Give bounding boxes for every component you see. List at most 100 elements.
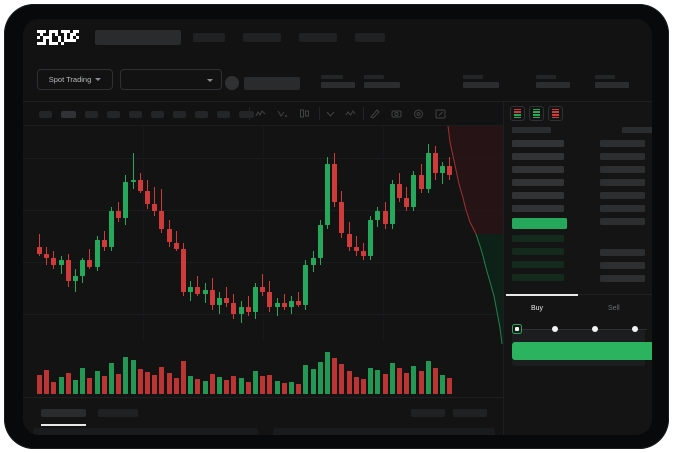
volume-bar xyxy=(37,374,42,394)
bottom-action-1[interactable] xyxy=(411,409,445,417)
bottom-action-2[interactable] xyxy=(453,409,487,417)
candle xyxy=(130,126,136,341)
orderbook-ask-row[interactable] xyxy=(512,166,564,173)
candle xyxy=(181,126,186,341)
volume-bar xyxy=(166,372,172,394)
orderbook-ask-row[interactable] xyxy=(512,153,564,160)
candle xyxy=(65,126,71,341)
nav-item-2[interactable] xyxy=(243,33,281,42)
coin-avatar xyxy=(225,76,239,90)
trading-pair-select[interactable] xyxy=(120,69,222,90)
volume-bar xyxy=(109,363,114,394)
search-input[interactable] xyxy=(95,30,181,45)
template-icon[interactable] xyxy=(299,108,310,119)
price-chart[interactable] xyxy=(23,126,503,397)
stepper-dot-4[interactable] xyxy=(632,326,638,332)
nav-item-1[interactable] xyxy=(193,33,225,42)
candle xyxy=(224,126,230,341)
compare-icon[interactable] xyxy=(277,108,288,119)
camera-icon[interactable] xyxy=(391,108,402,119)
nav-item-3[interactable] xyxy=(299,33,337,42)
orderbook-ask-amount xyxy=(600,152,645,160)
chart-type-icon[interactable] xyxy=(325,108,336,119)
bottom-tab-open-orders[interactable] xyxy=(41,409,86,417)
timeframe-4[interactable] xyxy=(107,111,120,118)
bottom-tab-order-history[interactable] xyxy=(98,409,138,417)
bottom-field-2[interactable] xyxy=(273,428,495,435)
volume-bar xyxy=(159,366,165,394)
timeframe-10[interactable] xyxy=(239,111,254,118)
timeframe-9[interactable] xyxy=(217,111,230,118)
volume-bar xyxy=(389,363,395,394)
timeframe-3[interactable] xyxy=(85,111,98,118)
orderbook-bid-row[interactable] xyxy=(512,235,564,242)
candle xyxy=(238,126,244,341)
candle xyxy=(159,126,165,341)
timeframe-5[interactable] xyxy=(129,111,142,118)
candle xyxy=(173,126,179,341)
volume-bar xyxy=(94,371,100,394)
candle xyxy=(433,126,438,341)
orderbook-mode-both[interactable] xyxy=(510,106,525,121)
candle xyxy=(137,126,143,341)
candle xyxy=(303,126,309,341)
tab-sell[interactable]: Sell xyxy=(608,305,620,312)
line-chart-icon[interactable] xyxy=(345,108,356,119)
candle xyxy=(145,126,150,341)
orderbook-ask-row[interactable] xyxy=(512,140,564,147)
timeframe-8[interactable] xyxy=(195,111,208,118)
stat-label xyxy=(364,75,384,79)
volume-bar xyxy=(44,370,50,394)
timeframe-6[interactable] xyxy=(151,111,164,118)
candle xyxy=(101,126,107,341)
orderbook-ask-row[interactable] xyxy=(512,179,564,186)
timeframe-7[interactable] xyxy=(173,111,186,118)
stepper-dot-3[interactable] xyxy=(592,326,598,332)
settings-icon[interactable] xyxy=(413,108,424,119)
toolbar-separator xyxy=(249,107,250,120)
order-price-field[interactable] xyxy=(512,330,645,344)
okx-logo-icon[interactable] xyxy=(37,30,79,45)
orderbook-mode-asks[interactable] xyxy=(548,106,563,121)
volume-bar xyxy=(209,373,215,394)
volume-bar xyxy=(418,371,424,394)
timeframe-2[interactable] xyxy=(61,111,76,118)
volume-bar xyxy=(353,377,359,394)
tab-buy[interactable]: Buy xyxy=(531,305,544,312)
orderbook-bid-row[interactable] xyxy=(512,248,564,255)
stat-value xyxy=(595,82,629,88)
candle xyxy=(447,126,453,341)
candle xyxy=(209,126,215,341)
stepper-dot-2[interactable] xyxy=(552,326,558,332)
candle xyxy=(296,126,302,341)
volume-bar xyxy=(152,374,158,394)
nav-item-4[interactable] xyxy=(355,33,385,42)
orderbook-ask-row[interactable] xyxy=(512,192,564,199)
stat-value xyxy=(536,82,570,88)
orderbook-ask-row[interactable] xyxy=(512,205,564,212)
candle xyxy=(116,126,122,341)
orderbook-selected-row[interactable] xyxy=(512,218,567,229)
place-order-button[interactable] xyxy=(512,342,652,360)
timeframe-1[interactable] xyxy=(39,111,52,118)
indicator-icon[interactable] xyxy=(255,108,266,119)
orderbook-bid-row[interactable] xyxy=(512,274,564,281)
candle xyxy=(267,126,273,341)
volume-bar xyxy=(339,364,345,394)
candle xyxy=(310,126,316,341)
stepper-dot-active[interactable] xyxy=(512,324,522,334)
orderbook-bid-row[interactable] xyxy=(512,261,564,268)
volume-bar xyxy=(224,379,230,394)
candle xyxy=(231,126,237,341)
active-tab-underline xyxy=(41,424,86,426)
candle xyxy=(109,126,114,341)
candle xyxy=(245,126,251,341)
volume-bar xyxy=(397,368,402,394)
drawing-tools-icon[interactable] xyxy=(369,108,380,119)
volume-bar xyxy=(361,379,366,394)
bottom-field-1[interactable] xyxy=(33,428,258,435)
trading-mode-select[interactable]: Spot Trading xyxy=(37,69,113,90)
orderbook-mode-bids[interactable] xyxy=(529,106,544,121)
fullscreen-icon[interactable] xyxy=(435,108,446,119)
amount-percent-stepper[interactable] xyxy=(512,324,649,334)
